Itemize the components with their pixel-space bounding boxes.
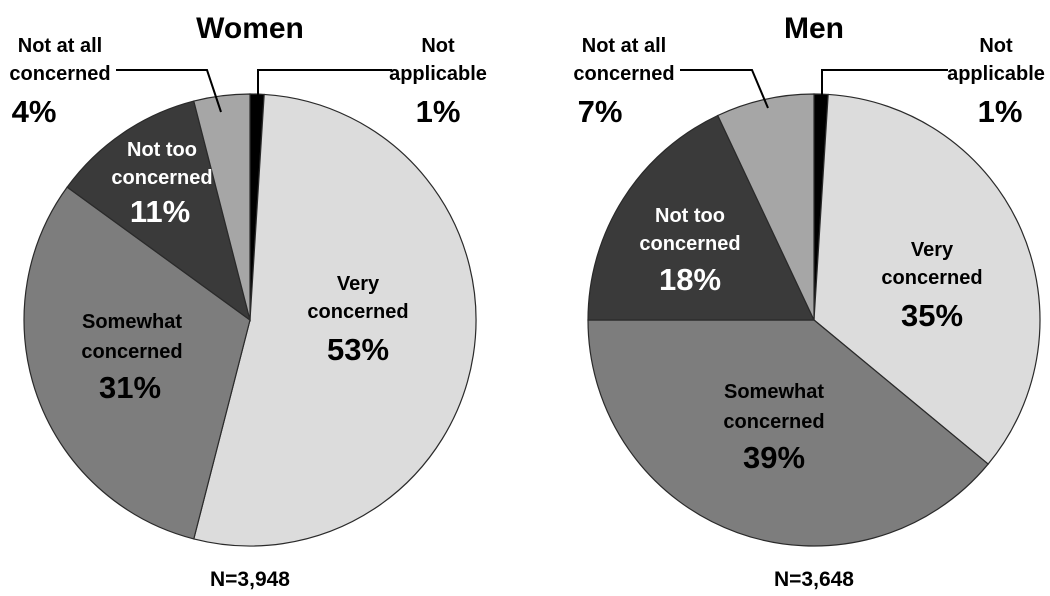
slice-label-very-concerned: concerned: [881, 267, 982, 289]
slice-percent-not-applicable: 1%: [978, 94, 1023, 129]
men-pie-chart: Men Not applicable 1% Not at all concern…: [573, 12, 1044, 591]
pie-slice-very-concerned: [193, 93, 477, 547]
slice-label-not-at-all-concerned: Not at all: [18, 35, 102, 57]
sample-size-note: N=3,648: [774, 568, 854, 591]
slice-percent-somewhat-concerned: 31%: [99, 370, 161, 405]
slice-label-somewhat-concerned: concerned: [723, 411, 824, 433]
slice-label-not-too-concerned: Not too: [127, 139, 197, 161]
slice-label-not-too-concerned: Not too: [655, 205, 725, 227]
leader-line-not-at-all-concerned: [680, 69, 769, 109]
slice-label-not-applicable: Not: [421, 35, 455, 57]
slice-label-very-concerned: concerned: [307, 301, 408, 323]
pie-slice-very-concerned: [813, 93, 1041, 465]
slice-percent-somewhat-concerned: 39%: [743, 440, 805, 475]
slice-label-very-concerned: Very: [911, 239, 954, 261]
leader-line-not-applicable: [821, 69, 948, 96]
pie-slice-not-at-all-concerned: [193, 93, 251, 321]
slice-label-not-too-concerned: concerned: [111, 167, 212, 189]
slice-percent-very-concerned: 53%: [327, 332, 389, 367]
slice-percent-not-too-concerned: 18%: [659, 262, 721, 297]
slice-label-somewhat-concerned: Somewhat: [82, 311, 182, 333]
pie-slice-not-too-concerned: [66, 100, 251, 322]
slice-percent-not-at-all-concerned: 7%: [578, 94, 623, 129]
slice-label-not-at-all-concerned: concerned: [9, 63, 110, 85]
slice-label-somewhat-concerned: Somewhat: [724, 381, 824, 403]
slice-label-not-too-concerned: concerned: [639, 233, 740, 255]
pie-slices: [23, 93, 477, 547]
chart-title: Women: [196, 12, 304, 45]
slice-label-somewhat-concerned: concerned: [81, 341, 182, 363]
slice-label-very-concerned: Very: [337, 273, 380, 295]
leader-line-not-at-all-concerned: [116, 69, 222, 113]
slice-label-not-applicable: applicable: [389, 63, 487, 85]
pie-slice-somewhat-concerned: [23, 186, 251, 540]
pie-slice-not-too-concerned: [587, 114, 815, 321]
pie-slices: [587, 93, 1041, 547]
slice-label-not-applicable: applicable: [947, 63, 1045, 85]
sample-size-note: N=3,948: [210, 568, 290, 591]
leader-line-not-applicable: [257, 69, 392, 96]
slice-label-not-at-all-concerned: concerned: [573, 63, 674, 85]
slice-percent-not-at-all-concerned: 4%: [12, 94, 57, 129]
slice-percent-very-concerned: 35%: [901, 298, 963, 333]
slice-percent-not-applicable: 1%: [416, 94, 461, 129]
chart-title: Men: [784, 12, 844, 45]
slice-label-not-applicable: Not: [979, 35, 1013, 57]
women-pie-chart: Women Not applicable 1% Not at all conce…: [9, 12, 486, 591]
pie-slice-somewhat-concerned: [587, 319, 989, 547]
slice-label-not-at-all-concerned: Not at all: [582, 35, 666, 57]
slice-percent-not-too-concerned: 11%: [130, 194, 190, 229]
